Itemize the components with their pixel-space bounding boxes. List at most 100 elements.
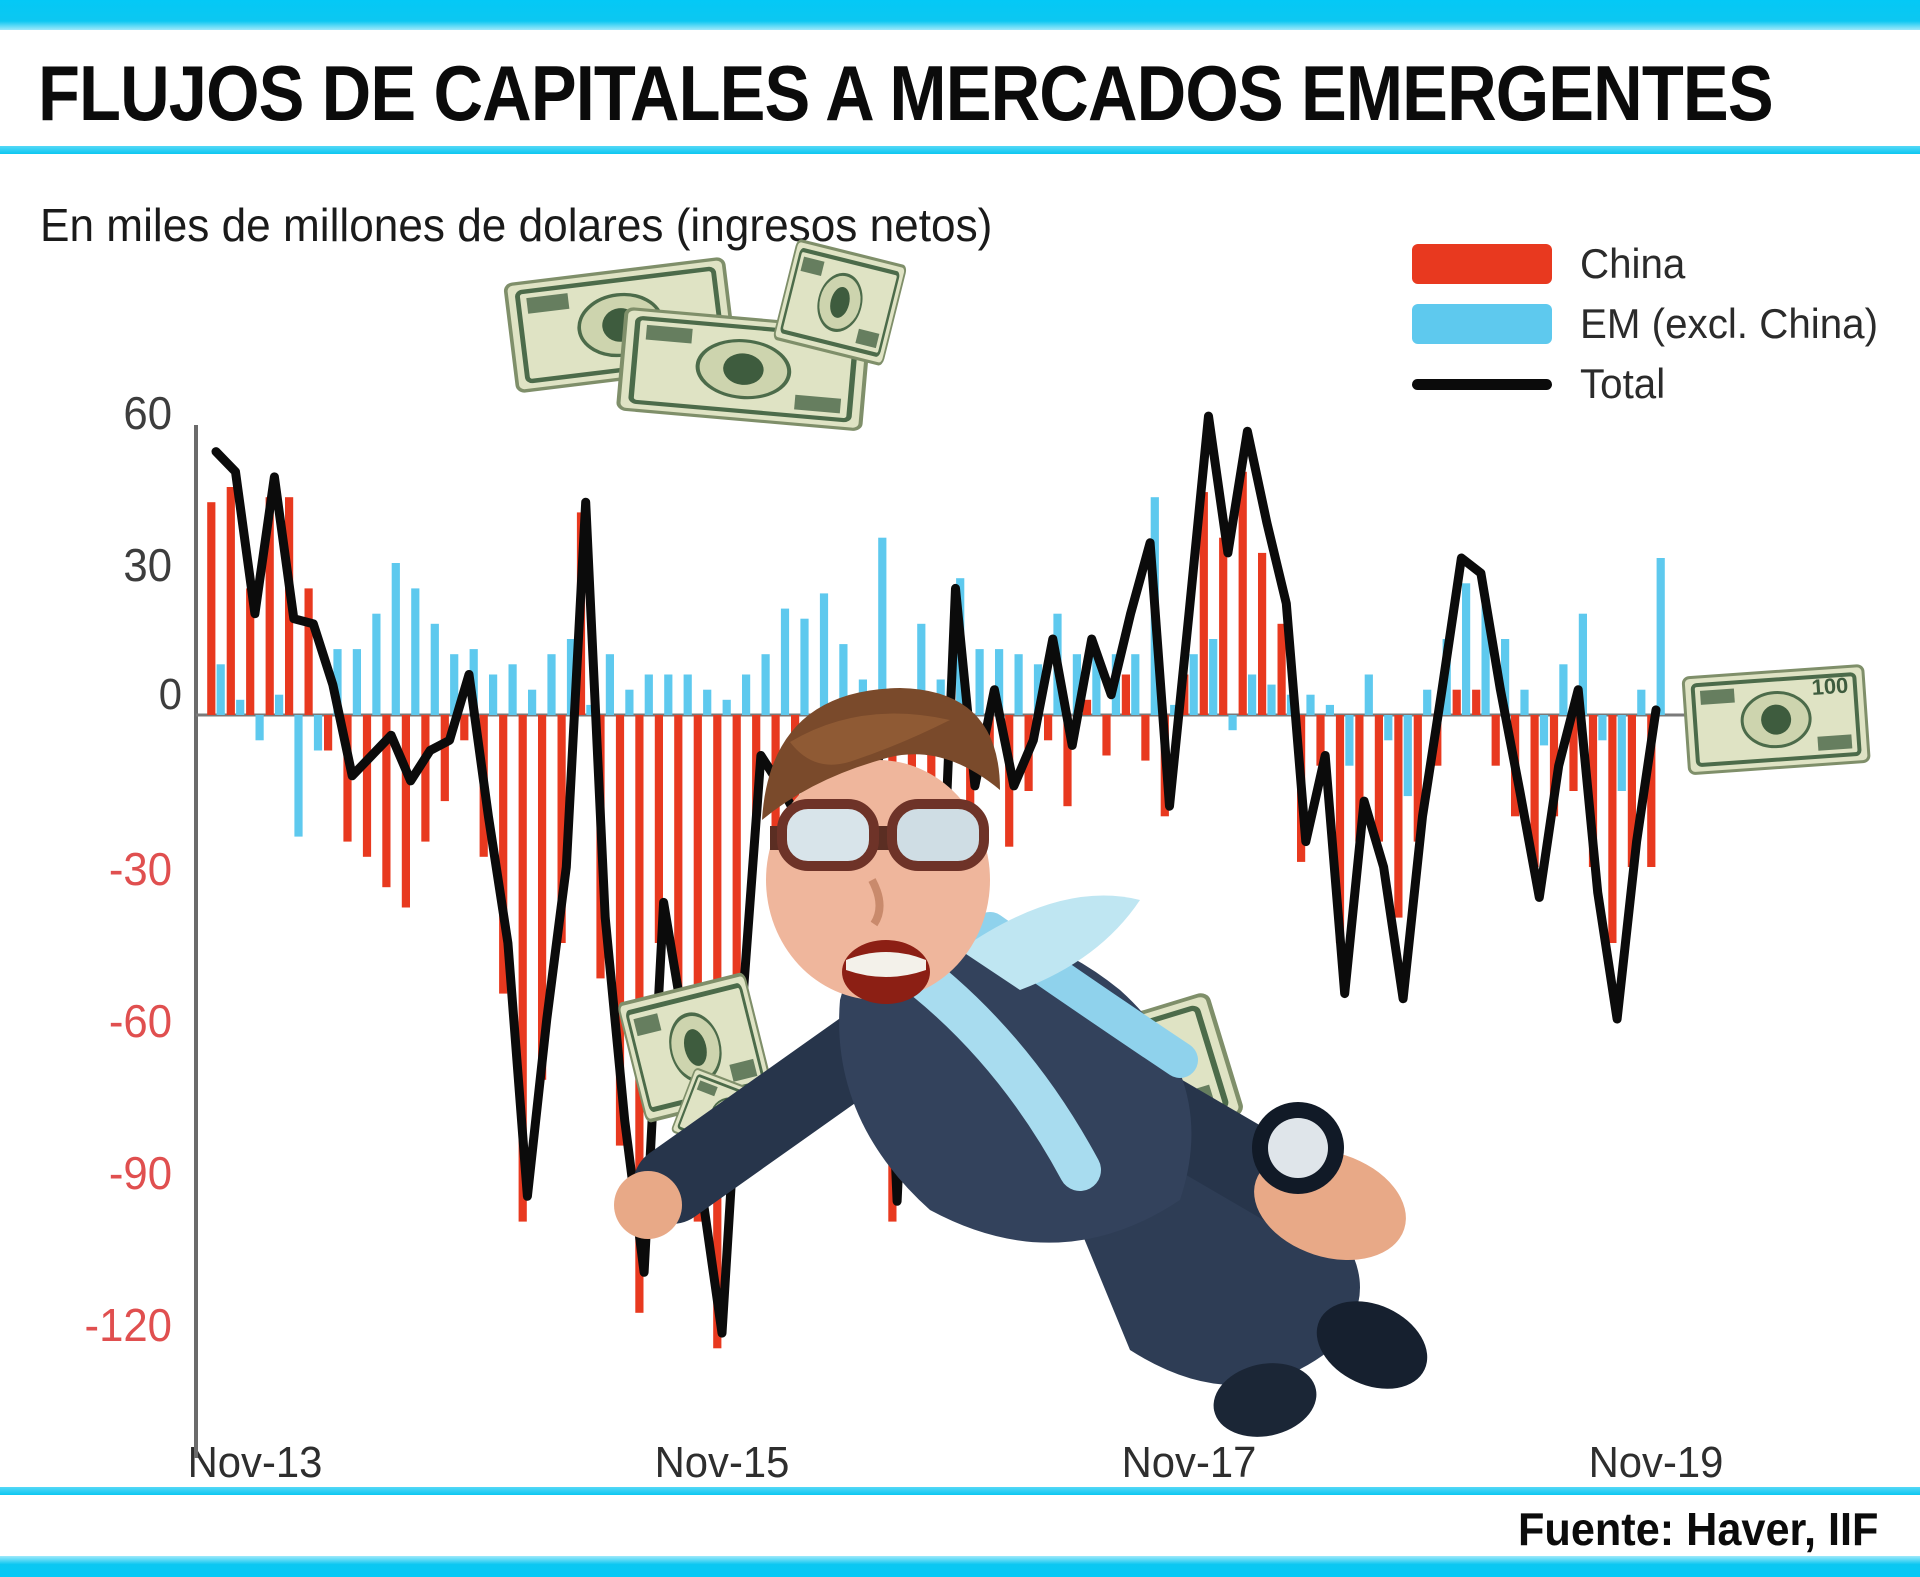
china-bar [1472,689,1481,715]
china-bar [654,715,663,943]
em-bar [313,715,323,751]
china-bar [1549,715,1559,817]
china-bar [1063,715,1072,807]
em-bar [1209,639,1218,715]
em-bar [722,699,731,715]
china-bar [304,588,313,715]
china-bar [1627,715,1636,867]
em-bar [1325,704,1334,715]
em-bar [255,715,264,741]
china-bar [732,715,741,1060]
china-bar [1530,715,1539,867]
em-bar [528,689,537,715]
em-bar [1520,689,1529,715]
em-bar [1559,664,1568,715]
china-bar [615,715,625,1146]
x-tick-nov15: Nov-15 [654,1438,790,1487]
em-bar [1306,694,1315,715]
china-bar [265,497,274,715]
em-bar [644,674,653,715]
china-bar [1374,715,1383,842]
x-tick-nov19: Nov-19 [1588,1438,1724,1487]
em-bar [742,674,751,715]
em-bar [1637,689,1646,715]
china-bar [1452,689,1461,715]
y-tick-60: 60 [123,387,172,439]
china-bar [1394,715,1403,918]
china-bar [1355,715,1364,842]
china-bar [1258,552,1267,715]
em-bar [1501,639,1510,715]
em-bar [975,649,984,715]
em-bar [839,644,848,715]
em-bar [780,608,790,715]
em-bar [1617,715,1626,791]
china-bar [207,502,216,715]
em-bar [1072,654,1081,715]
china-bar [1413,715,1422,842]
em-bar [1131,654,1140,715]
china-bar [343,715,352,842]
dollar-bill-right-icon: 100 [1681,663,1872,776]
em-bar [275,694,284,715]
china-bar [674,715,683,1060]
china-bar [401,715,410,908]
em-bar [586,704,595,715]
source-credit: Fuente: Haver, IIF [1517,1503,1878,1555]
china-bar [440,715,449,802]
china-bar [518,715,527,1222]
em-bar [878,537,887,715]
china-bar [538,715,547,1080]
em-bar [566,639,576,715]
em-bar [605,654,614,715]
em-bar [391,563,400,715]
china-bar [1335,715,1345,943]
em-bar [1345,715,1354,766]
em-bar [1423,689,1432,715]
em-bar [1598,715,1607,741]
y-tick-0: 0 [158,670,182,719]
y-tick-neg60: -60 [108,995,172,1047]
bottom-divider-rule [0,1487,1920,1495]
em-bar [1092,654,1101,715]
em-bar [800,618,809,715]
em-bar [761,654,770,715]
china-bar [1277,623,1286,715]
em-bar [1228,715,1237,731]
bottom-cyan-band [0,1556,1920,1577]
em-bar [1384,715,1393,741]
em-bar [508,664,517,715]
china-bar [1316,715,1325,766]
em-bar [236,699,245,715]
em-bar [625,689,634,715]
china-bar [382,715,391,888]
legend-item-china: China [1412,240,1690,288]
page-title: FLUJOS DE CAPITALES A MERCADOS EMERGENTE… [38,49,1774,137]
china-bar [1102,715,1111,756]
em-bar [1248,674,1257,715]
china-bar [1199,492,1208,715]
x-tick-nov13: Nov-13 [187,1438,323,1487]
em-bar [1364,674,1373,715]
em-bar [547,654,556,715]
y-tick-neg90: -90 [108,1147,172,1199]
em-bar [1403,715,1412,797]
em-bar [430,623,439,715]
china-bar [1082,699,1092,715]
china-bar [693,715,702,1222]
y-tick-neg30: -30 [108,843,172,895]
em-bar [489,674,498,715]
em-bar [1462,583,1471,715]
falling-man-photo [614,688,1428,1437]
legend-label: Total [1580,360,1666,407]
china-bar [499,715,508,994]
em-bar [372,613,381,715]
total-line-swatch-icon [1412,378,1552,390]
china-bar [1608,715,1617,943]
china-bar [1044,715,1053,741]
em-bar [1267,684,1276,715]
em-bar [917,623,926,715]
em-bar [683,674,692,715]
china-bar [1141,715,1150,761]
